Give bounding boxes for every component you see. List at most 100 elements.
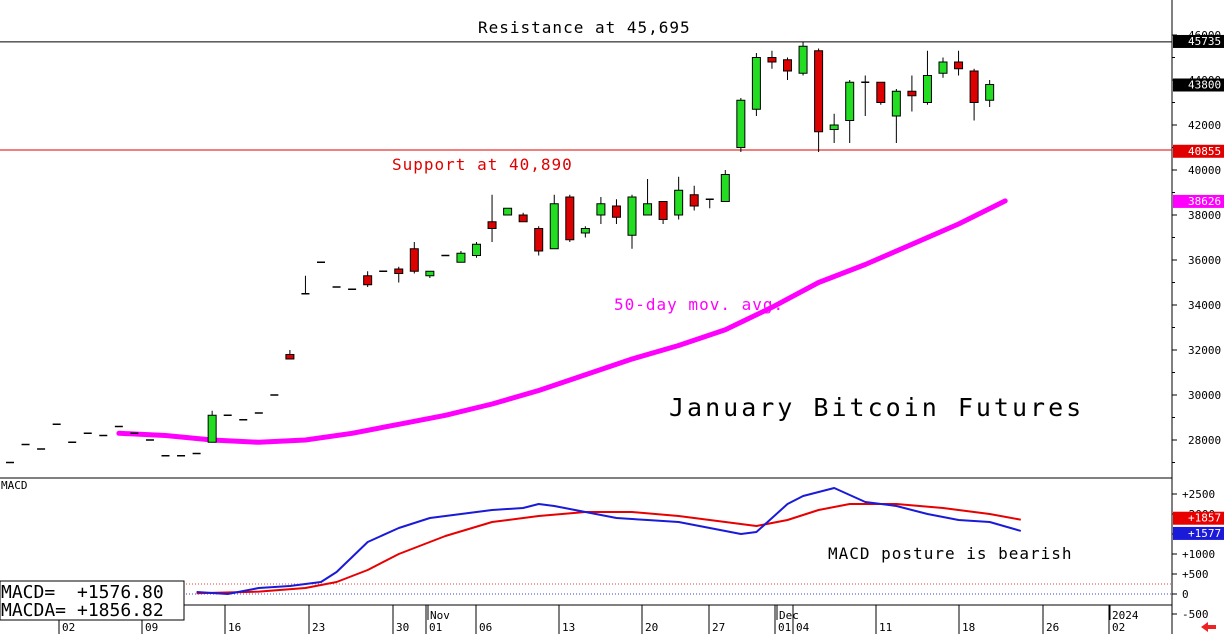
- x-tick-label: 13: [562, 621, 575, 634]
- candle-body: [658, 201, 668, 220]
- candle-body: [922, 75, 932, 103]
- resistance-price-tag-bg: [1173, 34, 1224, 48]
- support-annotation: Support at 40,890: [392, 155, 573, 174]
- x-tick-label: 30: [396, 621, 409, 634]
- candle: [674, 176, 684, 220]
- support-price-tag-bg: [1173, 144, 1224, 158]
- candle: [720, 170, 730, 202]
- candle: [596, 197, 606, 224]
- macd-line: [196, 487, 1022, 595]
- candle: [409, 242, 419, 274]
- candle: [285, 350, 295, 360]
- macd-annotation: MACD posture is bearish: [828, 544, 1073, 563]
- candle: [518, 212, 528, 223]
- left-arrow-icon[interactable]: [1201, 622, 1216, 632]
- x-tick-label: 02: [1112, 621, 1125, 634]
- candle-body: [845, 81, 855, 121]
- x-tick-label: 01: [429, 621, 442, 634]
- price-tags: 45735 43800 40855 38626 +1857 +1577: [1173, 34, 1224, 540]
- candle-body: [518, 214, 528, 223]
- macd-readout-label: MACD=: [1, 582, 55, 603]
- price-y-tick-label: 38000: [1188, 209, 1221, 222]
- x-tick-label: 01: [778, 621, 791, 634]
- candle: [705, 198, 714, 209]
- macd-price-tag: +1577: [1173, 526, 1224, 540]
- resistance-price-tag-text: 45735: [1188, 35, 1221, 48]
- candle: [954, 50, 964, 76]
- candle-body: [611, 205, 621, 218]
- x-tick-label: 16: [228, 621, 241, 634]
- candle: [565, 194, 575, 242]
- candle: [876, 81, 886, 105]
- candle: [814, 48, 824, 152]
- x-month-label: Nov: [430, 609, 450, 622]
- candle-body: [736, 99, 746, 148]
- price-y-tick-label: 42000: [1188, 119, 1221, 132]
- x-tick-label: 06: [479, 621, 492, 634]
- chart-title: January Bitcoin Futures: [669, 393, 1084, 422]
- candle-body: [549, 203, 559, 250]
- candle-body: [487, 221, 497, 229]
- candle-body: [783, 59, 792, 72]
- candle-body: [674, 189, 684, 216]
- candle-body: [969, 70, 979, 103]
- price-levels: [0, 41, 1172, 151]
- price-y-tick-label: 40000: [1188, 164, 1221, 177]
- price-y-tick-label: 34000: [1188, 299, 1221, 312]
- moving-average-layer: [116, 198, 1008, 445]
- candle: [751, 53, 761, 116]
- candle: [658, 201, 668, 224]
- candle-body: [751, 57, 761, 110]
- candle: [487, 194, 497, 242]
- candle-body: [798, 45, 808, 74]
- last-price-tag-bg: [1173, 78, 1224, 92]
- candle: [503, 207, 513, 216]
- candle: [922, 50, 932, 105]
- candle-body: [891, 90, 901, 117]
- candle-body: [689, 194, 699, 207]
- candle: [472, 242, 481, 258]
- candle-body: [596, 203, 606, 216]
- candle-body: [720, 174, 730, 202]
- candle: [907, 75, 917, 112]
- resistance-price-tag: 45735: [1173, 34, 1224, 48]
- macda-price-tag-bg: [1173, 511, 1224, 525]
- candle: [580, 226, 590, 238]
- macd-y-tick-label: +1000: [1182, 548, 1215, 561]
- candle: [534, 226, 544, 256]
- candle-body: [456, 252, 466, 263]
- x-tick-label: 02: [62, 621, 75, 634]
- candle: [611, 199, 621, 224]
- candle: [798, 41, 808, 76]
- macd-y-tick-label: +500: [1182, 568, 1209, 581]
- macda-price-tag-text: +1857: [1188, 512, 1221, 525]
- candle: [689, 185, 699, 211]
- support-price-tag: 40855: [1173, 144, 1224, 158]
- support-price-tag-text: 40855: [1188, 145, 1221, 158]
- macda-price-tag: +1857: [1173, 512, 1224, 525]
- macd-readout-value: +1576.80: [77, 582, 164, 603]
- candle: [938, 57, 948, 78]
- candles-layer: [6, 41, 995, 464]
- resistance-annotation: Resistance at 45,695: [478, 18, 691, 37]
- candle-body: [565, 196, 575, 241]
- candle: [643, 179, 653, 216]
- x-axis: 02 09 16 23 30 01 06 13 20 27 01 04 11 18 26 02 Nov Dec 20…: [58, 605, 1139, 634]
- moving-average-line: [116, 198, 1008, 445]
- x-tick-label: 18: [962, 621, 975, 634]
- candle: [861, 75, 870, 116]
- x-tick-label: 04: [796, 621, 810, 634]
- moving-average-price-tag: 38626: [1173, 194, 1224, 208]
- price-y-tick-label: 28000: [1188, 434, 1221, 447]
- candle: [767, 50, 777, 69]
- candle: [845, 80, 855, 143]
- macd-panel-title: MACD: [1, 479, 28, 492]
- candle: [301, 275, 310, 295]
- candle: [456, 251, 466, 263]
- macd-y-tick-label: 0: [1182, 588, 1189, 601]
- price-y-tick-label: 32000: [1188, 344, 1221, 357]
- candle: [549, 194, 559, 250]
- candle-body: [938, 61, 948, 74]
- candle-body: [580, 228, 590, 234]
